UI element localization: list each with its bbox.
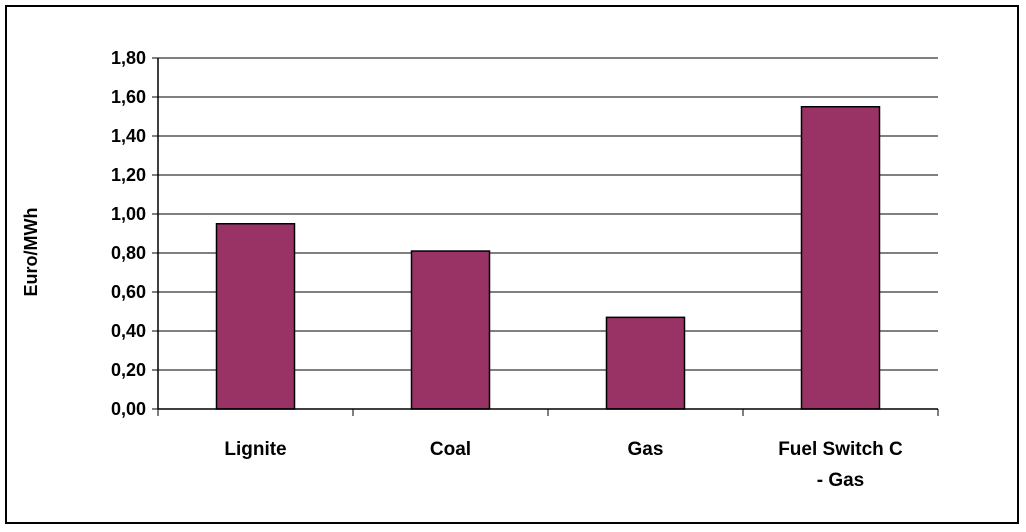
category-label: Lignite (224, 439, 286, 460)
category-label-line: Coal (430, 439, 471, 460)
y-tick-label: 0,60 (111, 282, 146, 302)
category-label-line: Gas (628, 439, 664, 460)
category-labels: Lignite Coal Gas Fuel Switch C - Gas (224, 439, 903, 491)
y-tick-label: 1,80 (111, 48, 146, 68)
bar (605, 316, 686, 410)
y-tick-label: 0,40 (111, 321, 146, 341)
y-tick-labels: 0,00 0,20 0,40 0,60 0,80 1,00 1,20 1,40 1,60 1,80 (111, 48, 146, 419)
bars (215, 106, 881, 410)
y-tick-label: 0,20 (111, 360, 146, 380)
y-tick-label: 1,60 (111, 87, 146, 107)
category-label: Coal (430, 439, 471, 460)
category-label: Fuel Switch C - Gas (778, 439, 903, 491)
bar (215, 223, 296, 410)
bar (410, 250, 491, 410)
category-label: Gas (628, 439, 664, 460)
category-label-line: Fuel Switch C (778, 439, 903, 460)
y-tick-label: 1,40 (111, 126, 146, 146)
axes (152, 57, 939, 416)
y-tick-label: 0,00 (111, 399, 146, 419)
y-tick-label: 0,80 (111, 243, 146, 263)
y-axis-title: Euro/MWh (21, 208, 41, 297)
y-tick-label: 1,00 (111, 204, 146, 224)
bar (800, 106, 881, 410)
category-label-line: Lignite (224, 439, 286, 460)
category-label-line: - Gas (817, 470, 865, 491)
y-tick-label: 1,20 (111, 165, 146, 185)
